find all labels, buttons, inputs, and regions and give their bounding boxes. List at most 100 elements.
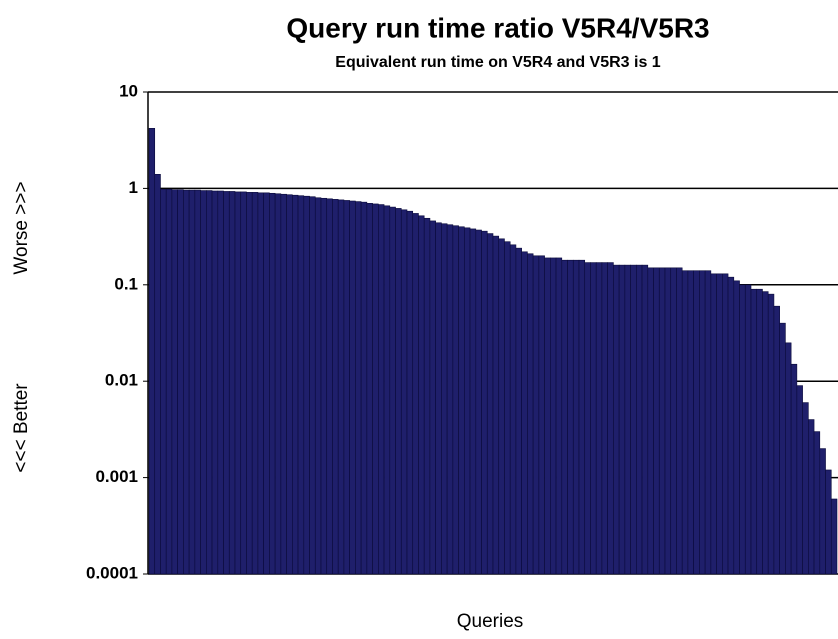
bar xyxy=(320,197,328,575)
bar xyxy=(773,305,780,575)
bar xyxy=(217,190,224,575)
bar xyxy=(406,210,414,575)
bar xyxy=(544,257,551,575)
bar xyxy=(790,363,798,575)
bar xyxy=(527,253,534,575)
bar xyxy=(681,270,689,575)
bar xyxy=(412,213,419,575)
bar xyxy=(699,270,706,575)
bar xyxy=(200,190,207,575)
bar xyxy=(188,189,196,575)
bar xyxy=(165,188,173,575)
bar xyxy=(183,189,190,575)
bar xyxy=(314,197,322,575)
bar xyxy=(160,188,167,575)
bar xyxy=(710,273,717,575)
bar xyxy=(292,194,299,575)
bar xyxy=(716,273,723,575)
bar xyxy=(498,238,505,575)
bar xyxy=(636,264,643,575)
chart-title: Query run time ratio V5R4/V5R3 xyxy=(286,12,709,43)
bar xyxy=(418,215,425,575)
bar xyxy=(727,276,735,575)
bar xyxy=(177,189,184,575)
bar xyxy=(469,228,477,575)
bar xyxy=(309,196,316,575)
y-tick-label: 0.1 xyxy=(114,274,138,293)
bar xyxy=(813,431,821,575)
bar xyxy=(756,288,763,575)
bar xyxy=(618,264,626,575)
bar xyxy=(538,255,545,575)
bar xyxy=(349,200,356,575)
bar xyxy=(664,267,672,575)
bar xyxy=(194,189,201,575)
y-axis-label-upper: Worse >>> xyxy=(11,181,32,274)
bar xyxy=(429,220,436,575)
bar xyxy=(509,244,517,575)
y-axis-label-lower: <<< Better xyxy=(11,383,32,473)
bar xyxy=(744,284,752,575)
bar xyxy=(389,206,396,575)
bar xyxy=(555,257,563,575)
bar xyxy=(830,498,838,575)
bar xyxy=(297,195,305,575)
bar xyxy=(372,203,379,575)
y-tick-label: 0.001 xyxy=(95,467,138,486)
bar xyxy=(475,229,482,575)
bar xyxy=(504,241,511,575)
bar xyxy=(613,264,620,575)
y-tick-label: 0.01 xyxy=(105,371,138,390)
bar xyxy=(360,201,368,575)
bar xyxy=(223,191,230,575)
bar xyxy=(383,205,391,575)
bar xyxy=(378,204,385,575)
bar xyxy=(355,201,362,575)
bar xyxy=(733,280,740,575)
bar xyxy=(658,267,666,575)
bar xyxy=(572,259,580,575)
bar xyxy=(148,128,156,575)
bar xyxy=(481,230,488,575)
bar xyxy=(779,322,786,575)
bar xyxy=(240,191,247,575)
bar xyxy=(687,270,694,575)
bar xyxy=(400,209,408,575)
bar xyxy=(435,222,442,575)
bar xyxy=(676,267,683,575)
bar xyxy=(274,193,282,575)
bar xyxy=(343,200,350,575)
bar xyxy=(154,174,161,575)
bar xyxy=(739,284,746,575)
bar xyxy=(521,251,528,575)
bar xyxy=(693,270,700,575)
bar xyxy=(211,190,219,575)
bar xyxy=(595,262,603,575)
bar xyxy=(452,225,459,575)
bar xyxy=(653,267,660,575)
bar xyxy=(280,193,287,575)
bar xyxy=(423,217,431,575)
bar xyxy=(269,192,276,575)
bar xyxy=(578,259,586,575)
bar xyxy=(446,224,454,575)
bar xyxy=(767,293,775,575)
bar xyxy=(458,226,465,575)
bar xyxy=(486,233,494,575)
bar xyxy=(601,262,608,575)
bar xyxy=(584,262,591,575)
bar xyxy=(515,247,522,575)
bar xyxy=(332,199,339,575)
bar xyxy=(590,262,597,575)
bar xyxy=(624,264,631,575)
bar xyxy=(303,195,310,575)
bar xyxy=(251,192,259,575)
bar xyxy=(234,191,242,575)
y-tick-label: 1 xyxy=(129,178,138,197)
bar xyxy=(819,448,826,575)
bar xyxy=(550,257,557,575)
bar xyxy=(228,191,236,575)
bar xyxy=(722,273,729,575)
bar xyxy=(607,262,614,575)
